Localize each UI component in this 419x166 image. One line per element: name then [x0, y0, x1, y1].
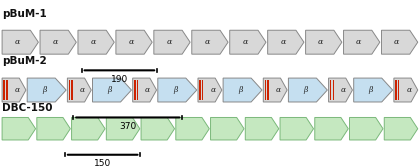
Polygon shape [394, 78, 418, 102]
Polygon shape [328, 78, 352, 102]
Polygon shape [72, 118, 105, 140]
Polygon shape [210, 118, 244, 140]
Text: α: α [406, 86, 411, 94]
Polygon shape [2, 118, 36, 140]
Polygon shape [230, 30, 266, 54]
Polygon shape [154, 30, 190, 54]
Bar [137, 80, 138, 100]
Text: α: α [276, 86, 281, 94]
Bar [330, 80, 331, 100]
Bar [333, 80, 334, 100]
Bar [265, 80, 266, 100]
Text: α: α [145, 86, 150, 94]
Text: α: α [166, 38, 172, 46]
Text: α: α [242, 38, 248, 46]
Polygon shape [67, 78, 91, 102]
Bar [134, 80, 136, 100]
Text: α: α [204, 38, 210, 46]
Polygon shape [344, 30, 380, 54]
Polygon shape [93, 78, 132, 102]
Bar [398, 80, 399, 100]
Polygon shape [141, 118, 175, 140]
Polygon shape [2, 30, 39, 54]
Polygon shape [198, 78, 222, 102]
Text: α: α [52, 38, 58, 46]
Polygon shape [223, 78, 262, 102]
Text: α: α [318, 38, 323, 46]
Polygon shape [37, 118, 70, 140]
Text: β: β [303, 86, 308, 94]
Polygon shape [192, 30, 228, 54]
Text: α: α [280, 38, 286, 46]
Text: 190: 190 [111, 75, 128, 83]
Text: α: α [80, 86, 85, 94]
Text: 370: 370 [119, 122, 137, 131]
Text: pBuM-2: pBuM-2 [2, 56, 47, 66]
Bar [3, 80, 5, 100]
Text: β: β [369, 86, 373, 94]
Polygon shape [176, 118, 209, 140]
Polygon shape [133, 78, 157, 102]
Text: α: α [15, 38, 20, 46]
Text: 150: 150 [94, 159, 111, 166]
Bar [69, 80, 70, 100]
Text: β: β [42, 86, 47, 94]
Polygon shape [381, 30, 418, 54]
Text: α: α [356, 38, 362, 46]
Polygon shape [349, 118, 383, 140]
Text: β: β [107, 86, 112, 94]
Polygon shape [268, 30, 304, 54]
Polygon shape [354, 78, 393, 102]
Bar [71, 80, 73, 100]
Bar [202, 80, 204, 100]
Polygon shape [40, 30, 76, 54]
Polygon shape [27, 78, 66, 102]
Polygon shape [305, 30, 342, 54]
Polygon shape [78, 30, 114, 54]
Bar [6, 80, 8, 100]
Text: β: β [238, 86, 243, 94]
Text: α: α [15, 86, 20, 94]
Polygon shape [288, 78, 327, 102]
Text: α: α [210, 86, 216, 94]
Bar [199, 80, 201, 100]
Polygon shape [315, 118, 348, 140]
Polygon shape [384, 118, 418, 140]
Polygon shape [280, 118, 313, 140]
Polygon shape [116, 30, 152, 54]
Polygon shape [158, 78, 197, 102]
Bar [267, 80, 269, 100]
Text: α: α [394, 38, 399, 46]
Text: pBuM-1: pBuM-1 [2, 9, 47, 19]
Polygon shape [106, 118, 140, 140]
Polygon shape [263, 78, 287, 102]
Text: α: α [129, 38, 134, 46]
Text: α: α [341, 86, 346, 94]
Text: α: α [91, 38, 96, 46]
Polygon shape [245, 118, 279, 140]
Text: β: β [173, 86, 177, 94]
Text: DBC-150: DBC-150 [2, 103, 53, 113]
Polygon shape [2, 78, 26, 102]
Bar [395, 80, 397, 100]
